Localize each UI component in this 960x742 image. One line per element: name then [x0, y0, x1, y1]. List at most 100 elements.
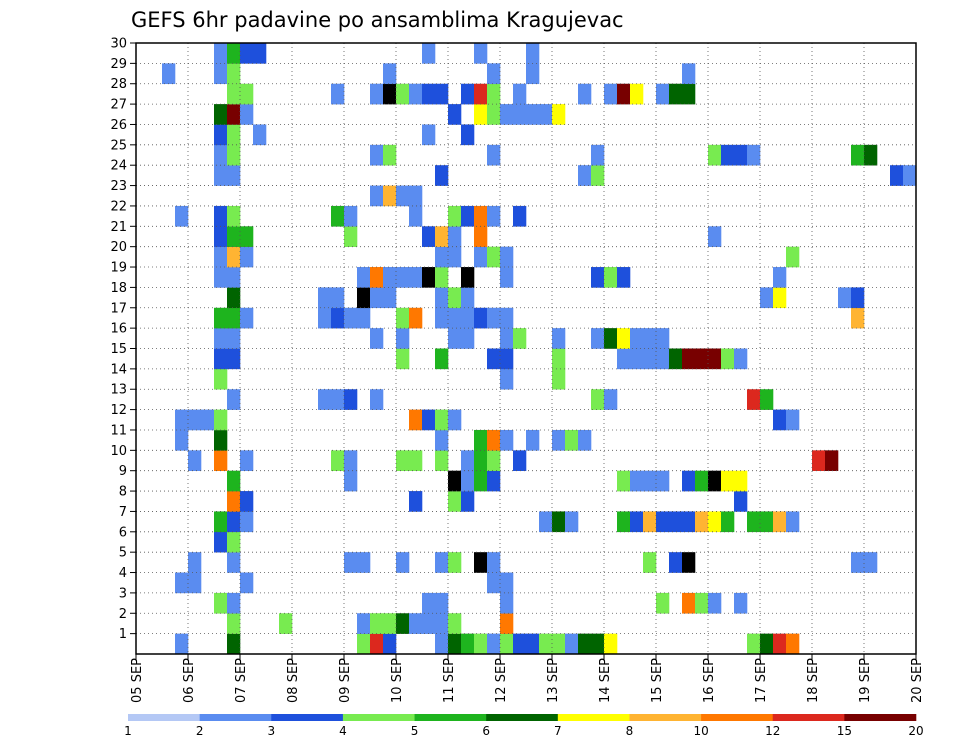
- heatmap-cell: [604, 389, 618, 410]
- heatmap-cell: [344, 450, 358, 471]
- heatmap-cell: [617, 267, 631, 288]
- heatmap-cell: [227, 287, 241, 309]
- heatmap-cell: [500, 572, 514, 594]
- heatmap-cell: [357, 552, 371, 573]
- heatmap-cell: [812, 450, 826, 471]
- heatmap-cell: [396, 307, 410, 329]
- heatmap-cell: [357, 267, 371, 288]
- heatmap-cell: [175, 633, 189, 655]
- heatmap-cell: [487, 348, 501, 370]
- heatmap-cell: [500, 267, 514, 288]
- heatmap-cell: [656, 83, 670, 105]
- heatmap-cell: [552, 328, 566, 349]
- heatmap-cell: [175, 409, 189, 431]
- heatmap-cell: [487, 144, 501, 166]
- heatmap-cell: [396, 613, 410, 634]
- heatmap-cell: [461, 287, 475, 309]
- y-tick-label: 29: [110, 57, 127, 72]
- x-tick-label: 05 SEP: [130, 658, 145, 703]
- colorbar-level-label: 7: [554, 724, 562, 738]
- heatmap-cell: [383, 267, 397, 288]
- heatmap-cell: [253, 124, 267, 146]
- heatmap-cell: [643, 511, 657, 533]
- heatmap-cell: [500, 633, 514, 655]
- heatmap-cell: [487, 104, 501, 125]
- heatmap-cell: [383, 185, 397, 207]
- heatmap-cell: [227, 205, 241, 227]
- heatmap-cell: [214, 205, 228, 227]
- colorbar-swatch: [629, 714, 702, 721]
- heatmap-cell: [630, 511, 644, 533]
- heatmap-cell: [227, 124, 241, 146]
- heatmap-cell: [227, 246, 241, 268]
- heatmap-cell: [383, 287, 397, 309]
- heatmap-cell: [864, 144, 878, 166]
- heatmap-cell: [487, 552, 501, 573]
- heatmap-cell: [526, 104, 540, 125]
- heatmap-cell: [227, 470, 241, 492]
- heatmap-cell: [708, 226, 722, 247]
- heatmap-cell: [500, 613, 514, 634]
- heatmap-cell: [760, 511, 774, 533]
- heatmap-cell: [396, 267, 410, 288]
- heatmap-cell: [474, 450, 488, 471]
- heatmap-cell: [851, 307, 865, 329]
- heatmap-cell: [643, 470, 657, 492]
- heatmap-cell: [331, 205, 345, 227]
- heatmap-cell: [344, 470, 358, 492]
- heatmap-cell: [461, 470, 475, 492]
- heatmap-cell: [188, 409, 202, 431]
- heatmap-cell: [357, 613, 371, 634]
- heatmap-cell: [227, 83, 241, 105]
- heatmap-cell: [214, 63, 228, 85]
- heatmap-cell: [838, 287, 852, 309]
- heatmap-cell: [422, 83, 436, 105]
- heatmap-cell: [578, 429, 592, 451]
- heatmap-cell: [474, 43, 488, 64]
- heatmap-cell: [708, 348, 722, 370]
- heatmap-cell: [318, 389, 332, 410]
- y-tick-label: 30: [110, 37, 127, 52]
- heatmap-cell: [435, 592, 449, 614]
- heatmap-cell: [435, 246, 449, 268]
- y-tick-label: 9: [119, 464, 127, 479]
- heatmap-cell: [760, 389, 774, 410]
- y-tick-label: 7: [119, 505, 127, 520]
- heatmap-cell: [396, 348, 410, 370]
- heatmap-cell: [487, 470, 501, 492]
- heatmap-cell: [513, 633, 527, 655]
- heatmap-cell: [461, 633, 475, 655]
- heatmap-cell: [721, 511, 735, 533]
- heatmap-cell: [552, 429, 566, 451]
- heatmap-cell: [591, 328, 605, 349]
- y-tick-label: 8: [119, 485, 127, 500]
- colorbar-swatch: [557, 714, 630, 721]
- heatmap-cell: [435, 83, 449, 105]
- heatmap-cell: [448, 552, 462, 573]
- heatmap-cell: [240, 572, 254, 594]
- heatmap-cell: [422, 124, 436, 146]
- heatmap-cell: [591, 165, 605, 186]
- heatmap-cell: [487, 307, 501, 329]
- y-tick-label: 24: [110, 159, 127, 174]
- heatmap-cell: [487, 63, 501, 85]
- heatmap-cell: [344, 552, 358, 573]
- heatmap-cell: [552, 511, 566, 533]
- heatmap-cell: [448, 205, 462, 227]
- x-tick-label: 16 SEP: [702, 658, 717, 703]
- heatmap-cell: [695, 470, 709, 492]
- heatmap-cell: [578, 633, 592, 655]
- heatmap-cell: [435, 287, 449, 309]
- heatmap-cell: [448, 613, 462, 634]
- colorbar-level-label: 20: [908, 724, 923, 738]
- heatmap-cell: [214, 165, 228, 186]
- heatmap-cell: [656, 328, 670, 349]
- heatmap-cell: [422, 409, 436, 431]
- heatmap-cell: [240, 450, 254, 471]
- y-tick-label: 19: [110, 261, 127, 276]
- heatmap-cell: [240, 246, 254, 268]
- colorbar-swatch: [772, 714, 845, 721]
- heatmap-cell: [448, 409, 462, 431]
- heatmap-cell: [786, 511, 800, 533]
- heatmap-cell: [435, 348, 449, 370]
